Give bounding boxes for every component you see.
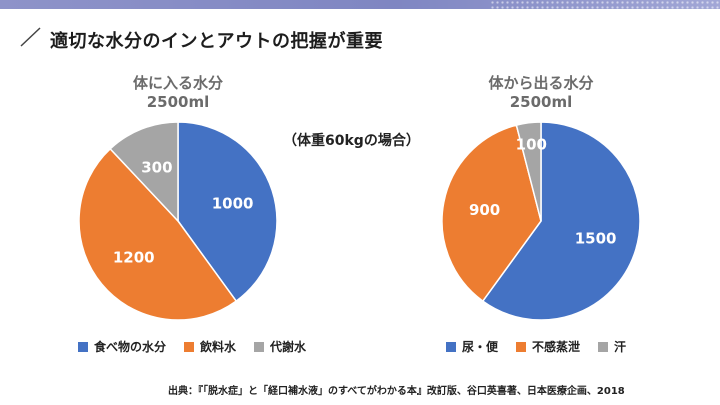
pie-1-legend: 食べ物の水分 飲料水 代謝水 — [78, 338, 306, 355]
pie-1-legend-label-3: 代謝水 — [270, 340, 307, 354]
pie-2-legend-label-3: 汗 — [614, 340, 627, 354]
pie-chart-intake: 1000 1200 300 — [78, 121, 278, 321]
pie-1-slice-3 — [109, 121, 179, 223]
pie-2-legend-item-2: 不感蒸泄 — [516, 338, 580, 355]
pie-1-slice-1-label: 1000 — [212, 194, 254, 212]
pie-2-legend-item-1: 尿・便 — [446, 338, 498, 355]
pie-1-legend-item-2: 飲料水 — [184, 338, 236, 355]
pie-1-slice-2 — [78, 147, 238, 321]
pie-1-title-block: 体に入る水分 2500ml — [78, 74, 278, 112]
pie-1-legend-label-1: 食べ物の水分 — [94, 340, 167, 354]
title-slash-icon — [20, 27, 41, 47]
source-citation: 出典：『「脱水症」と「経口補水液」のすべてがわかる本』改訂版、谷口英喜著、日本医… — [168, 386, 625, 397]
pie-2-legend-label-1: 尿・便 — [462, 340, 499, 354]
pie-2-title-block: 体から出る水分 2500ml — [441, 74, 641, 112]
pie-2-legend-item-3: 汗 — [598, 338, 626, 355]
pie-1-legend-swatch-1 — [78, 341, 88, 352]
pie-1-slice-1 — [177, 121, 278, 303]
pie-1-title: 体に入る水分 — [132, 74, 223, 92]
pie-2-slice-1-label: 1500 — [575, 230, 617, 248]
pie-2-slice-2-label: 900 — [469, 201, 500, 219]
pie-chart-output: 1500 900 100 — [441, 121, 641, 321]
pie-2-legend-swatch-2 — [516, 341, 527, 352]
pie-2-legend: 尿・便 不感蒸泄 汗 — [446, 338, 626, 355]
pie-1-legend-swatch-2 — [184, 341, 195, 352]
page-title: 適切な水分のインとアウトの把握が重要 — [50, 31, 383, 52]
pie-1-subtitle: 2500ml — [146, 93, 210, 111]
pie-2-slice-1 — [481, 121, 641, 321]
pie-2-title: 体から出る水分 — [488, 74, 594, 92]
pie-2-slice-3 — [515, 121, 542, 222]
pie-1-legend-label-2: 飲料水 — [200, 340, 237, 354]
pie-1-legend-swatch-3 — [254, 341, 265, 352]
pie-2-slice-3-label: 100 — [516, 135, 547, 153]
pie-2-legend-label-2: 不感蒸泄 — [532, 340, 581, 354]
pie-1-legend-item-3: 代謝水 — [254, 338, 306, 355]
pie-1-legend-item-1: 食べ物の水分 — [78, 338, 166, 355]
top-accent-dots — [490, 0, 720, 9]
pie-2-slice-2 — [441, 124, 542, 303]
pie-2-legend-swatch-1 — [446, 341, 456, 352]
pie-1-slice-3-label: 300 — [141, 159, 172, 177]
top-accent-bar — [0, 0, 720, 9]
weight-note: （体重60kgの場合） — [283, 133, 420, 149]
pie-1-slice-2-label: 1200 — [113, 249, 155, 267]
pie-2-subtitle: 2500ml — [509, 93, 573, 111]
pie-2-legend-swatch-3 — [598, 341, 609, 352]
